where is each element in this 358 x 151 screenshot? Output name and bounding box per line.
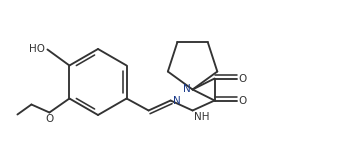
Text: O: O [45, 114, 54, 124]
Text: N: N [173, 95, 180, 106]
Text: NH: NH [194, 112, 209, 122]
Text: N: N [183, 85, 190, 95]
Text: HO: HO [29, 45, 45, 55]
Text: O: O [238, 74, 247, 84]
Text: O: O [238, 95, 247, 106]
